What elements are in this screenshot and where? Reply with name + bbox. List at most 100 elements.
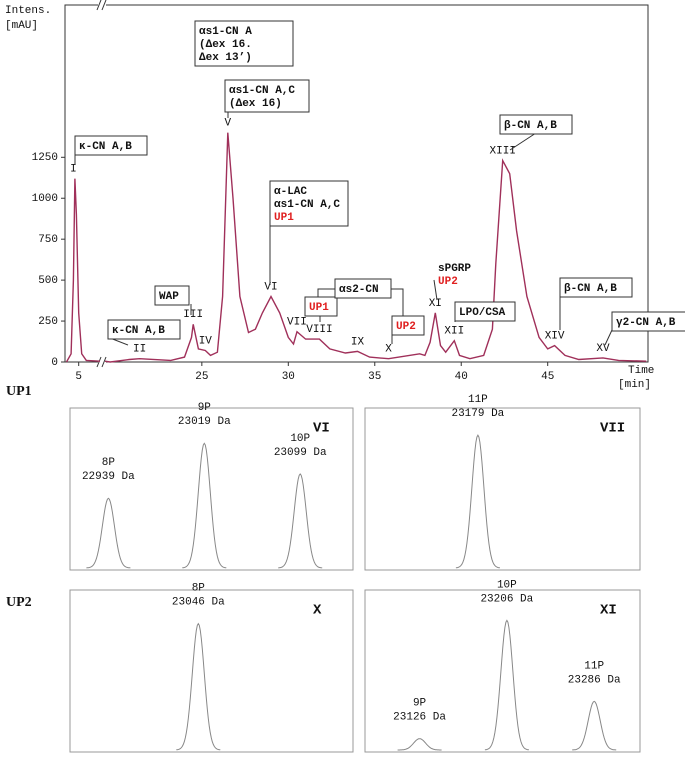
peak-mass: 23099 Da xyxy=(274,447,327,459)
peak-name: 10P xyxy=(497,579,517,591)
peak-name: 9P xyxy=(198,402,212,414)
x-tick-label: 35 xyxy=(368,371,381,383)
x-tick-label: 25 xyxy=(195,371,208,383)
peak-name: 8P xyxy=(192,583,206,595)
annotation-text: κ-CN A,B xyxy=(79,141,132,153)
annotation-text: αs1-CN A,C xyxy=(274,199,340,211)
peak-label: I xyxy=(70,163,77,175)
x-axis-unit: [min] xyxy=(618,379,651,391)
peak-label: III xyxy=(183,309,203,321)
annotation-box xyxy=(454,301,516,322)
connector xyxy=(433,279,438,301)
annotation-text: β-CN A,B xyxy=(564,283,617,295)
annotation-text: (Δex 16) xyxy=(229,98,282,110)
peak-label: II xyxy=(133,344,146,356)
connector xyxy=(604,329,613,346)
peak-label: XI xyxy=(429,298,442,310)
plot-frame xyxy=(64,4,649,363)
peak-name: 9P xyxy=(413,698,427,710)
annotation-box xyxy=(499,114,573,135)
spectrum-label: XI xyxy=(600,603,617,619)
peak-label: X xyxy=(385,344,392,356)
peak-label: XIV xyxy=(545,331,565,343)
spectrum-frame xyxy=(69,589,354,753)
annotation-box xyxy=(154,285,190,306)
annotation-box xyxy=(611,311,685,332)
annotation-text: κ-CN A,B xyxy=(112,325,165,337)
axis-break-gap xyxy=(98,2,106,8)
annotation-text: LPO/CSA xyxy=(459,307,506,319)
spectrum-peak xyxy=(572,700,617,751)
peak-label: V xyxy=(224,118,231,130)
peak-label: VII xyxy=(287,317,307,329)
spectrum-label: VII xyxy=(600,421,625,437)
row-label: UP1 xyxy=(6,384,32,399)
connector xyxy=(391,288,404,316)
annotation-box xyxy=(224,79,310,113)
peak-mass: 23019 Da xyxy=(178,416,231,428)
chromatogram-line xyxy=(65,132,647,363)
spectrum-peak xyxy=(484,619,529,751)
annotation-text: γ2-CN A,B xyxy=(616,317,676,329)
peak-label: XIII xyxy=(490,145,516,157)
y-tick-label: 0 xyxy=(51,357,58,369)
peak-mass: 23179 Da xyxy=(451,408,504,420)
axis-break-gap xyxy=(98,359,106,365)
annotation-box xyxy=(334,278,392,299)
y-axis-unit: [mAU] xyxy=(5,20,38,32)
axis-break-mark xyxy=(96,356,102,368)
annotation-text: UP1 xyxy=(274,212,294,224)
peak-mass: 22939 Da xyxy=(82,471,135,483)
spectrum-peak xyxy=(176,622,221,751)
spectrum-frame xyxy=(69,407,354,571)
y-tick-label: 250 xyxy=(38,316,58,328)
spectrum-label: X xyxy=(313,603,322,619)
peak-mass: 23286 Da xyxy=(568,674,621,686)
y-tick-label: 1000 xyxy=(32,193,58,205)
annotation-text: WAP xyxy=(159,291,179,303)
peak-mass: 23126 Da xyxy=(393,712,446,724)
peak-label: XII xyxy=(444,326,464,338)
annotation-box xyxy=(194,20,294,67)
peak-name: 8P xyxy=(102,457,116,469)
connector xyxy=(317,288,335,297)
annotation-box xyxy=(269,180,349,227)
y-tick-label: 750 xyxy=(38,234,58,246)
spectrum-peak xyxy=(278,473,323,569)
x-tick-label: 45 xyxy=(541,371,554,383)
x-tick-label: 30 xyxy=(282,371,295,383)
annotation-text: Δex 13’) xyxy=(199,52,252,64)
peak-label: IX xyxy=(351,336,365,348)
row-label: UP2 xyxy=(6,595,32,610)
annotation-text: α-LAC xyxy=(274,186,307,198)
axis-break-mark xyxy=(101,356,107,368)
annotation-text: αs2-CN xyxy=(339,284,379,296)
peak-name: 11P xyxy=(584,660,604,672)
annotation-text: UP2 xyxy=(396,321,416,333)
axis-break-mark xyxy=(96,0,102,11)
annotation-box xyxy=(304,296,338,317)
annotation-text: (Δex 16. xyxy=(199,39,252,51)
annotation-box xyxy=(107,319,181,340)
spectrum-label: VI xyxy=(313,421,330,437)
annotation-text: αs1-CN A xyxy=(199,26,252,38)
annotation-text: UP1 xyxy=(309,302,329,314)
x-tick-label: 40 xyxy=(455,371,468,383)
peak-mass: 23046 Da xyxy=(172,597,225,609)
peak-label: IV xyxy=(199,335,213,347)
peak-mass: 23206 Da xyxy=(480,593,533,605)
peak-name: 10P xyxy=(290,433,310,445)
y-tick-label: 500 xyxy=(38,275,58,287)
axis-break-mark xyxy=(101,0,107,11)
annotation-box xyxy=(74,135,148,156)
annotation-box xyxy=(391,315,425,336)
spectrum-peak xyxy=(397,738,442,751)
peak-label: VIII xyxy=(306,324,332,336)
annotation-text: β-CN A,B xyxy=(504,120,557,132)
annotation-text: αs1-CN A,C xyxy=(229,85,295,97)
y-axis-label: Intens. xyxy=(5,5,51,17)
x-axis-label: Time xyxy=(628,365,654,377)
spectrum-frame xyxy=(364,589,641,753)
spectrum-peak xyxy=(182,442,227,569)
